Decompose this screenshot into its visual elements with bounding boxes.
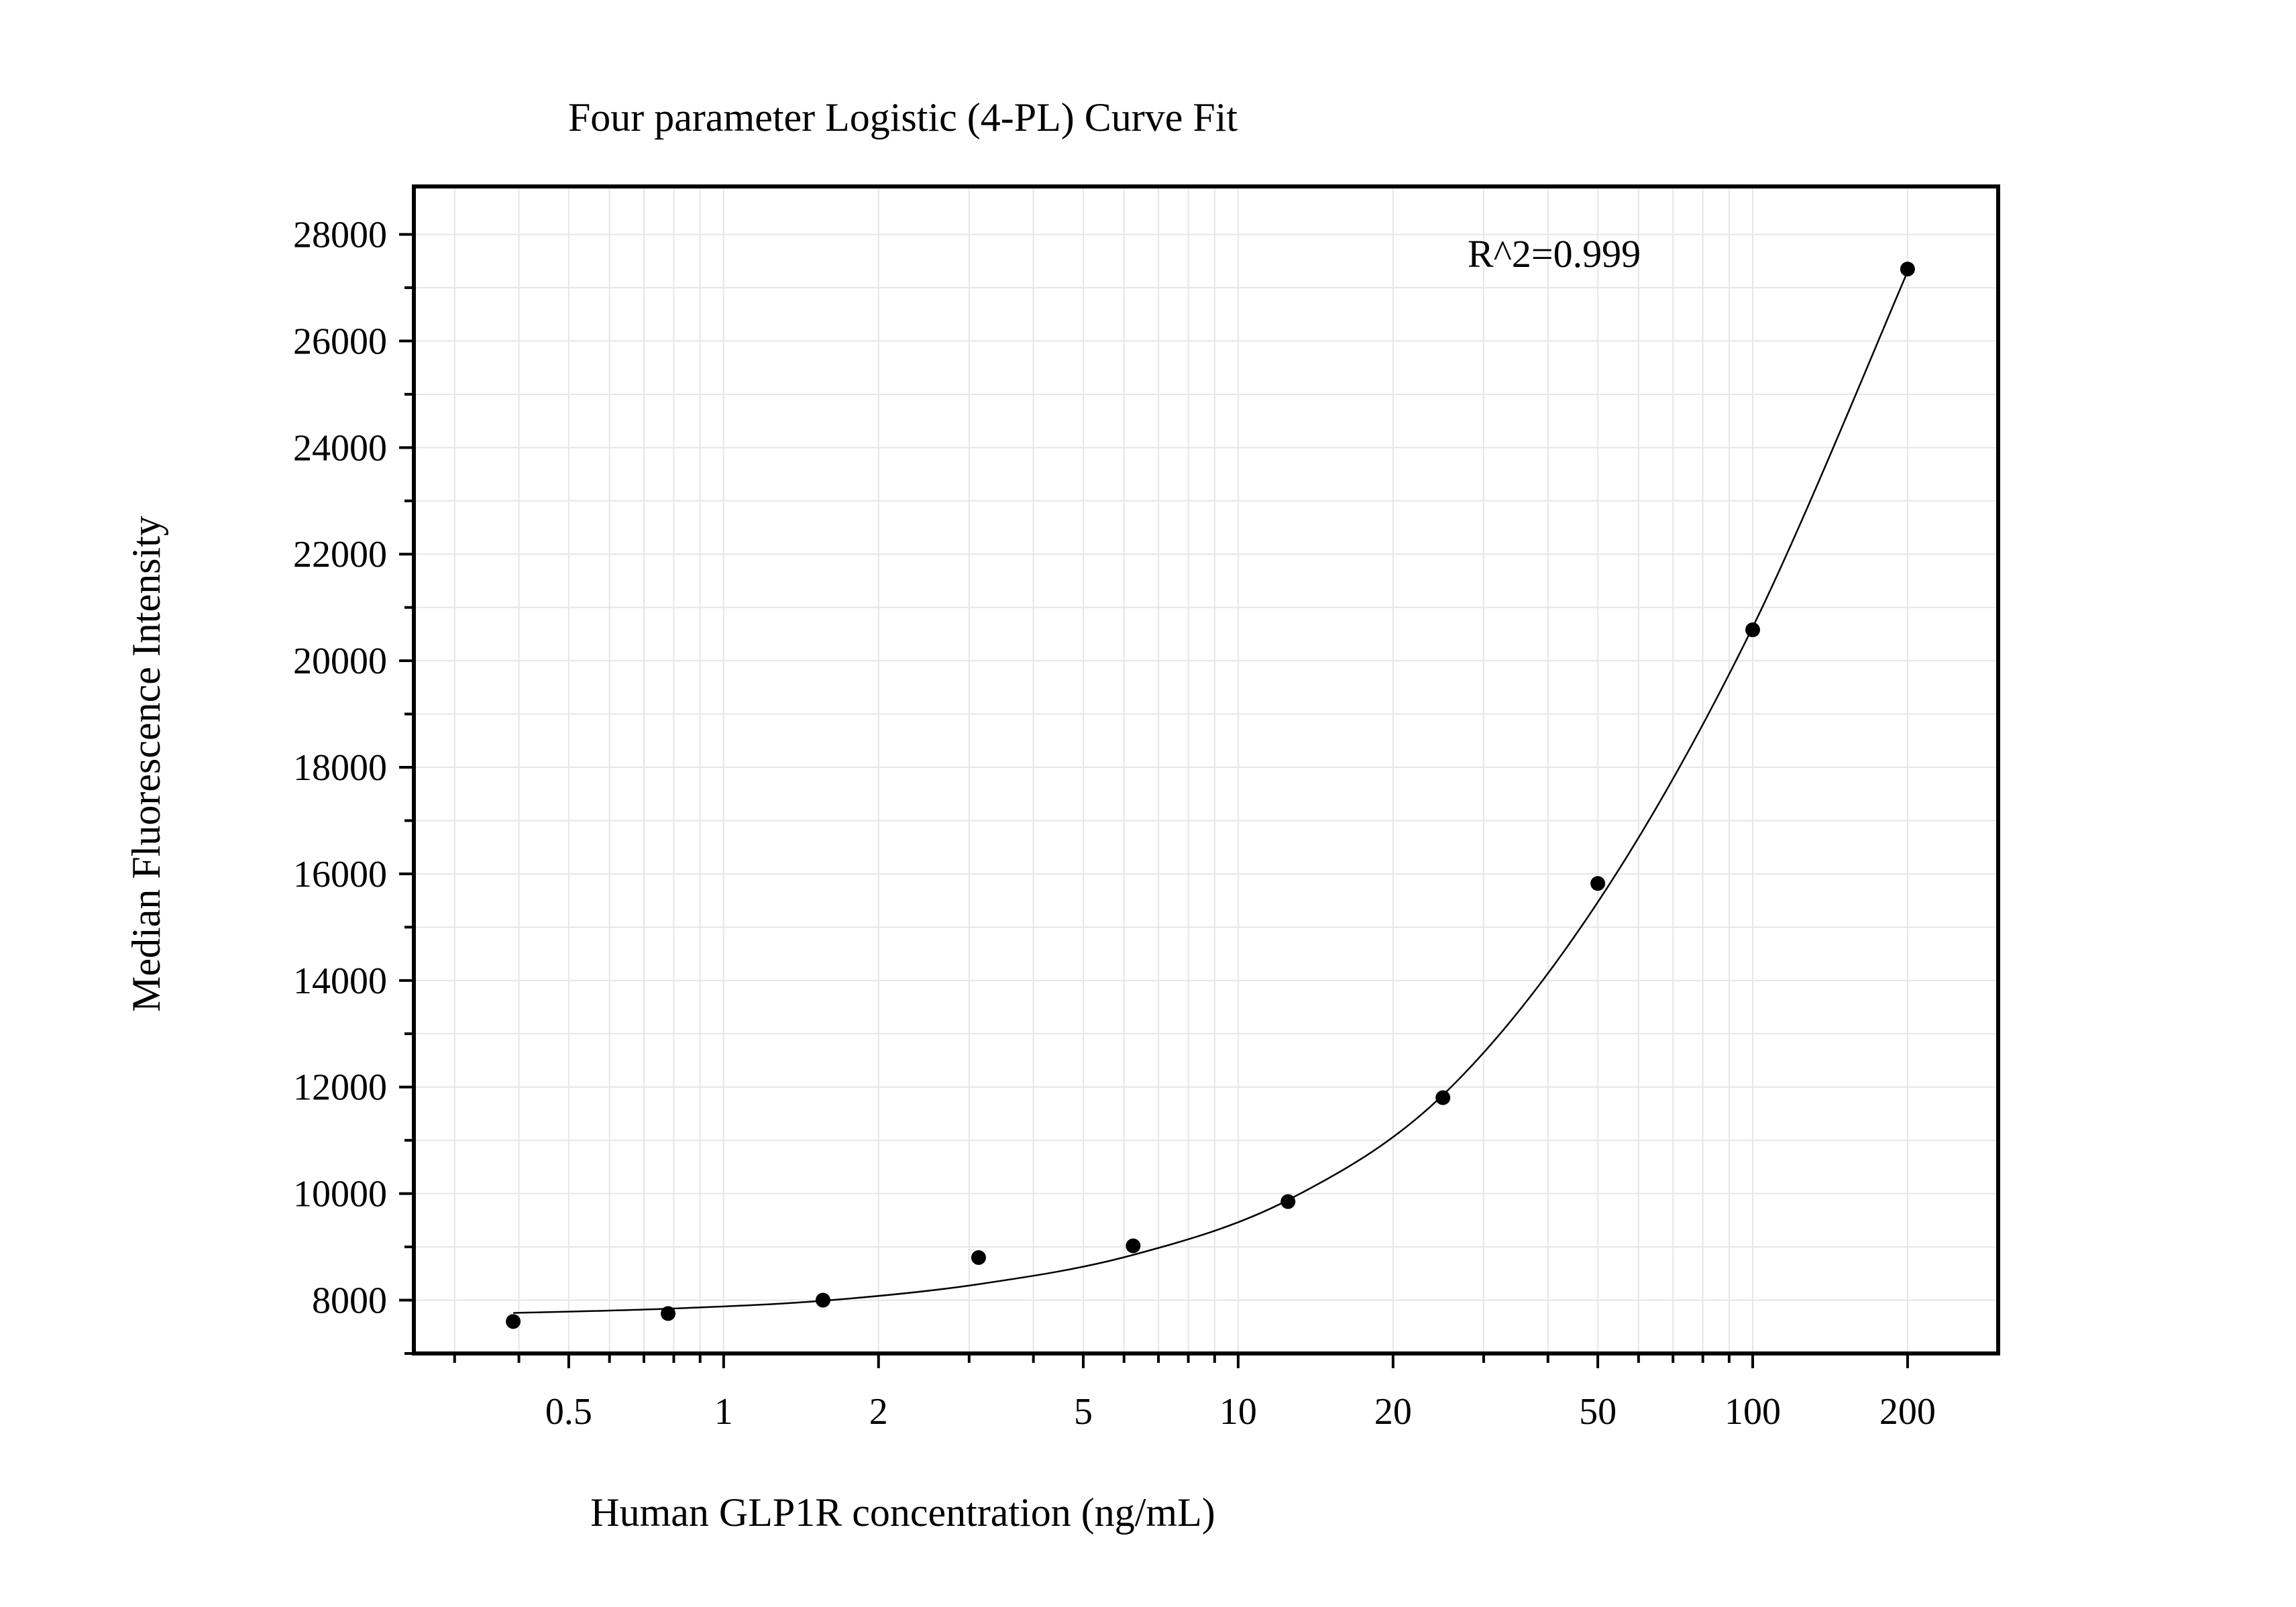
x-tick-label: 20 (1374, 1391, 1412, 1433)
axes-layer (399, 184, 2000, 1368)
data-point (971, 1250, 986, 1265)
data-point (506, 1314, 521, 1329)
fit-curve (513, 271, 1909, 1314)
x-tick-label: 100 (1725, 1391, 1781, 1433)
r-squared-annotation: R^2=0.999 (1468, 232, 1641, 276)
y-tick-label: 26000 (293, 321, 387, 362)
data-point (1745, 622, 1761, 638)
y-tick-label: 12000 (293, 1067, 387, 1109)
chart-title: Four parameter Logistic (4-PL) Curve Fit (568, 95, 1238, 140)
data-point (1435, 1090, 1451, 1105)
grid-layer (414, 186, 1998, 1354)
y-tick-label: 22000 (293, 534, 387, 575)
y-tick-label: 24000 (293, 427, 387, 469)
data-point (1590, 876, 1606, 891)
data-point (815, 1292, 830, 1308)
x-axis-label: Human GLP1R concentration (ng/mL) (590, 1490, 1215, 1535)
data-point (1280, 1194, 1296, 1209)
x-tick-label: 0.5 (545, 1391, 592, 1433)
data-points-layer (506, 262, 1915, 1329)
y-tick-label: 16000 (293, 854, 387, 895)
y-tick-label: 14000 (293, 960, 387, 1002)
x-tick-label: 200 (1879, 1391, 1936, 1433)
x-tick-label: 10 (1219, 1391, 1257, 1433)
x-tick-label: 2 (869, 1391, 888, 1433)
x-tick-label: 1 (714, 1391, 733, 1433)
data-point (1126, 1238, 1141, 1254)
y-tick-label: 8000 (312, 1280, 387, 1322)
y-tick-label: 10000 (293, 1174, 387, 1215)
x-tick-label: 5 (1074, 1391, 1093, 1433)
tick-labels-layer: 0.5 1 2 5 10 20 50 100 200 8000 10000 12000 14000 160… (293, 215, 1936, 1433)
data-point (661, 1306, 676, 1321)
fit-curve-layer (513, 271, 1909, 1314)
x-tick-label: 50 (1579, 1391, 1617, 1433)
data-point (1900, 262, 1915, 277)
y-tick-label: 20000 (293, 641, 387, 682)
plot-frame (412, 184, 2000, 1355)
y-tick-label: 18000 (293, 747, 387, 789)
y-tick-label: 28000 (293, 215, 387, 256)
y-axis-label: Median Fluorescence Intensity (124, 516, 168, 1012)
